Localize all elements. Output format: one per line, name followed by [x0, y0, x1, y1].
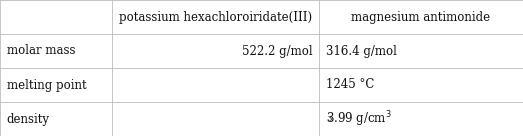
Text: 1245 °C: 1245 °C — [326, 78, 374, 92]
Text: potassium hexachloroiridate(III): potassium hexachloroiridate(III) — [119, 10, 312, 24]
Text: molar mass: molar mass — [7, 44, 75, 58]
Text: density: density — [7, 112, 50, 126]
Text: 3: 3 — [326, 115, 331, 123]
Text: magnesium antimonide: magnesium antimonide — [351, 10, 491, 24]
Text: 3.99 g/cm$^3$: 3.99 g/cm$^3$ — [326, 109, 392, 129]
Text: 522.2 g/mol: 522.2 g/mol — [242, 44, 312, 58]
Text: 316.4 g/mol: 316.4 g/mol — [326, 44, 397, 58]
Text: melting point: melting point — [7, 78, 86, 92]
